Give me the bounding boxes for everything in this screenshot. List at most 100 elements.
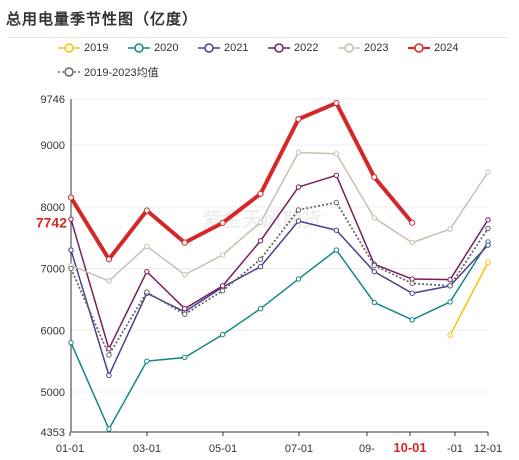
data-point xyxy=(181,239,188,246)
legend-marker-icon xyxy=(198,43,220,53)
series-line xyxy=(70,151,489,282)
data-point xyxy=(257,264,264,270)
data-point xyxy=(409,276,415,282)
data-point xyxy=(219,331,226,338)
series-line xyxy=(70,220,489,377)
data-point xyxy=(447,276,453,283)
legend-item[interactable]: 2022 xyxy=(268,42,318,54)
series-line xyxy=(70,241,489,430)
x-tick-label-highlight: 10-01 xyxy=(393,440,426,455)
data-point xyxy=(333,99,340,107)
data-point xyxy=(409,280,415,287)
data-point xyxy=(144,289,150,295)
data-point xyxy=(105,256,113,263)
data-point xyxy=(144,268,150,275)
data-point xyxy=(485,225,491,232)
series-line xyxy=(69,101,414,262)
data-point xyxy=(371,174,378,181)
data-point xyxy=(106,426,112,432)
legend-label: 2023 xyxy=(364,42,389,55)
data-point xyxy=(295,276,302,282)
series-2020 xyxy=(68,239,491,432)
data-point xyxy=(106,352,112,358)
data-point xyxy=(257,305,264,312)
data-point xyxy=(106,278,112,284)
legend-item[interactable]: 2024 xyxy=(408,42,458,54)
chart-title: 总用电量季节性图（亿度） xyxy=(6,11,199,28)
series-line xyxy=(70,174,489,350)
data-point xyxy=(485,259,491,266)
data-point xyxy=(371,268,377,275)
legend-item[interactable]: 2020 xyxy=(128,42,178,54)
data-point xyxy=(447,283,453,289)
legend-marker-icon xyxy=(58,43,80,53)
series-2019 xyxy=(447,259,491,338)
data-point xyxy=(68,265,74,272)
legend-label: 2019-2023均值 xyxy=(84,67,159,79)
legend-item[interactable]: 2019 xyxy=(58,42,108,54)
series-2019-2023均值 xyxy=(68,199,491,358)
legend-label: 2021 xyxy=(224,42,249,55)
data-point xyxy=(257,219,264,225)
legend-item[interactable]: 2023 xyxy=(338,42,388,54)
y-tick-label: 8000 xyxy=(41,202,65,214)
y-tick-label: 7000 xyxy=(41,264,65,276)
legend-marker-icon xyxy=(128,43,150,53)
data-point xyxy=(257,238,264,244)
data-point xyxy=(144,243,150,250)
data-point xyxy=(219,283,226,289)
y-tick-label: 4353 xyxy=(41,427,65,439)
data-point xyxy=(333,199,340,206)
legend-item[interactable]: 2021 xyxy=(198,42,248,54)
legend-label: 2022 xyxy=(294,42,319,55)
legend-marker-icon xyxy=(408,43,430,53)
series-2021 xyxy=(68,218,491,379)
data-point xyxy=(68,216,74,222)
data-point xyxy=(485,242,491,248)
data-point xyxy=(295,207,302,213)
data-point xyxy=(333,227,340,233)
data-point xyxy=(295,149,302,156)
data-point xyxy=(295,218,302,224)
data-point xyxy=(182,311,188,317)
data-point xyxy=(409,317,415,323)
y-tick-label: 6000 xyxy=(41,325,65,337)
series-2023 xyxy=(68,149,491,284)
data-point xyxy=(144,358,150,364)
data-point xyxy=(485,217,491,223)
series-line xyxy=(449,262,489,336)
data-point xyxy=(219,288,226,294)
data-point xyxy=(219,219,226,226)
x-tick-label: 03-01 xyxy=(133,443,161,455)
data-point xyxy=(295,116,302,123)
legend-marker-icon xyxy=(58,67,80,77)
data-point xyxy=(447,332,453,338)
data-point xyxy=(295,184,302,190)
data-point xyxy=(447,299,453,305)
data-point xyxy=(371,215,377,221)
data-point xyxy=(68,247,74,253)
legend-marker-icon xyxy=(268,43,290,53)
data-point xyxy=(182,272,188,278)
legend-item[interactable]: 2019-2023均值 xyxy=(58,64,159,80)
data-point xyxy=(68,339,74,346)
legend-marker-icon xyxy=(338,43,360,53)
data-point xyxy=(106,346,112,352)
legend-label: 2019 xyxy=(84,42,109,55)
data-point xyxy=(447,226,453,232)
title-divider xyxy=(8,37,508,38)
data-point xyxy=(182,354,188,361)
data-point xyxy=(257,190,264,197)
data-point xyxy=(257,256,264,262)
data-point xyxy=(219,252,226,258)
y-tick-label: 9746 xyxy=(41,94,65,106)
x-tick-label: -01 xyxy=(447,443,463,455)
x-tick-label: 05-01 xyxy=(209,443,237,455)
legend-label: 2020 xyxy=(154,42,179,55)
x-tick-label: 12-01 xyxy=(474,443,502,455)
data-point xyxy=(333,151,340,157)
data-point xyxy=(409,290,415,296)
data-point xyxy=(371,262,377,269)
